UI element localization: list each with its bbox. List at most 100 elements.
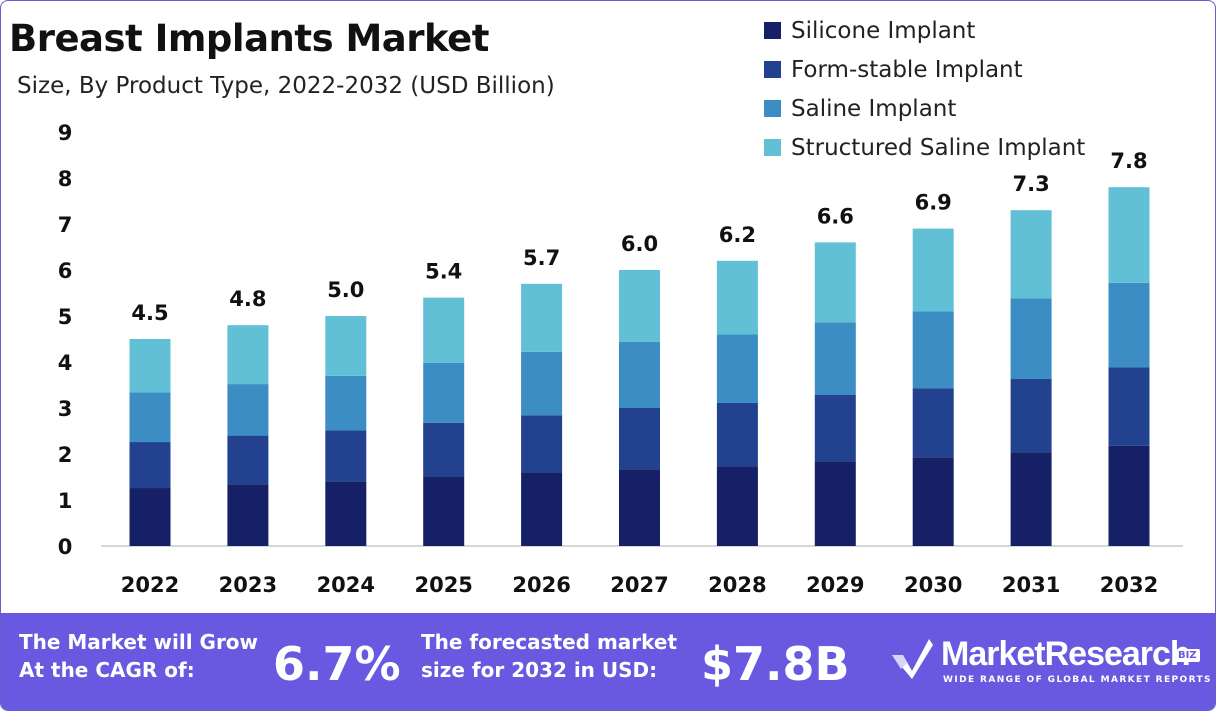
bar-total-label: 6.9 (915, 191, 952, 215)
bar-segment-saline-implant (227, 384, 269, 436)
bar-segment-saline-implant (912, 311, 954, 389)
x-tick-label: 2022 (121, 573, 179, 597)
bar-segment-saline-implant (521, 351, 563, 416)
bar-segment-structured-saline-implant (325, 316, 367, 376)
cagr-label-line1: The Market will Grow (19, 630, 259, 654)
brand-tagline: WIDE RANGE OF GLOBAL MARKET REPORTS (943, 675, 1212, 685)
bar-segment-silicone-implant (1010, 452, 1052, 546)
bar-total-label: 5.0 (327, 278, 364, 302)
bar-segment-saline-implant (1010, 298, 1052, 380)
bar-segment-structured-saline-implant (1108, 187, 1150, 283)
bar-total-label: 4.8 (229, 287, 266, 311)
bar-segment-structured-saline-implant (716, 260, 758, 335)
forecast-value: $7.8B (701, 637, 850, 691)
bar-segment-silicone-implant (716, 466, 758, 546)
bar-segment-silicone-implant (814, 461, 856, 546)
bar-segment-saline-implant (814, 322, 856, 395)
x-tick-label: 2023 (219, 573, 277, 597)
bar-segment-form-stable-implant (325, 430, 367, 482)
bar-total-label: 7.3 (1012, 172, 1049, 196)
bar-segment-structured-saline-implant (814, 242, 856, 323)
cagr-label: The Market will Grow At the CAGR of: (19, 628, 258, 684)
legend-item: Form-stable Implant (764, 50, 1085, 89)
bar-segment-saline-implant (619, 341, 660, 408)
y-tick-label: 1 (58, 489, 73, 513)
legend-item: Silicone Implant (764, 11, 1085, 50)
y-tick-label: 9 (58, 121, 73, 145)
y-tick-label: 7 (58, 213, 73, 237)
footer-banner: The Market will Grow At the CAGR of: 6.7… (1, 613, 1215, 710)
bar-segment-structured-saline-implant (912, 228, 954, 312)
bar-segment-saline-implant (423, 362, 465, 423)
bar-segment-silicone-implant (1108, 445, 1150, 546)
legend-swatch (764, 22, 781, 39)
brand-logo-icon (892, 639, 933, 679)
bar-total-label: 6.0 (621, 232, 658, 256)
x-tick-label: 2030 (904, 573, 962, 597)
legend: Silicone Implant Form-stable Implant Salin… (764, 11, 1085, 167)
bar-segment-silicone-implant (423, 477, 465, 546)
forecast-label: The forecasted market size for 2032 in U… (421, 628, 677, 684)
bar-segment-structured-saline-implant (227, 325, 269, 385)
y-tick-label: 8 (58, 167, 73, 191)
bar-segment-silicone-implant (912, 457, 954, 546)
bar-total-label: 6.6 (817, 204, 854, 228)
bar-segment-form-stable-implant (1010, 379, 1052, 453)
legend-label: Structured Saline Implant (791, 134, 1086, 161)
bar-segment-silicone-implant (619, 469, 660, 546)
x-tick-label: 2028 (708, 573, 766, 597)
x-tick-label: 2032 (1100, 573, 1158, 597)
bar-segment-form-stable-implant (129, 442, 171, 489)
legend-label: Form-stable Implant (791, 56, 1023, 83)
x-tick-label: 2024 (317, 573, 375, 597)
y-tick-label: 6 (58, 259, 73, 283)
x-tick-label: 2029 (806, 573, 864, 597)
legend-swatch (764, 61, 781, 78)
stacked-bar-chart: 0 1 2 3 4 5 6 7 8 9 4.5 2022 4.8 2023 5.0 2024 5.4 2025 5.… (58, 121, 1183, 597)
y-tick-label: 5 (58, 305, 73, 329)
brand-name: MarketResearch (941, 635, 1191, 673)
bar-segment-form-stable-implant (619, 408, 660, 470)
y-tick-label: 3 (58, 397, 73, 421)
chart-subtitle: Size, By Product Type, 2022-2032 (USD Bi… (17, 73, 555, 99)
bar-segment-saline-implant (325, 375, 367, 431)
y-tick-label: 4 (58, 351, 73, 375)
bar-segment-structured-saline-implant (423, 297, 465, 363)
cagr-label-line2: At the CAGR of: (19, 658, 195, 682)
bar-total-label: 6.2 (719, 223, 756, 247)
bar-segment-form-stable-implant (716, 402, 758, 467)
y-tick-label: 2 (58, 443, 73, 467)
bar-segment-structured-saline-implant (129, 339, 171, 393)
legend-swatch (764, 139, 781, 156)
bar-segment-saline-implant (129, 392, 171, 443)
legend-item: Structured Saline Implant (764, 128, 1085, 167)
legend-item: Saline Implant (764, 89, 1085, 128)
bar-total-label: 5.7 (523, 246, 560, 270)
bar-segment-saline-implant (1108, 282, 1150, 368)
chart-title: Breast Implants Market (9, 17, 489, 60)
bar-total-label: 5.4 (425, 260, 462, 284)
bar-segment-structured-saline-implant (521, 283, 563, 352)
forecast-label-line2: size for 2032 in USD: (421, 658, 658, 682)
bar-segment-silicone-implant (227, 484, 269, 546)
bar-segment-form-stable-implant (1108, 367, 1150, 446)
bar-total-label: 7.8 (1110, 149, 1147, 173)
bar-segment-saline-implant (716, 334, 758, 403)
bar-total-label: 4.5 (131, 301, 168, 325)
brand-suffix: BIZ (1175, 649, 1200, 662)
bar-segment-form-stable-implant (227, 435, 269, 485)
x-tick-label: 2031 (1002, 573, 1060, 597)
bar-segment-silicone-implant (129, 488, 171, 546)
bar-segment-form-stable-implant (521, 415, 563, 473)
forecast-label-line1: The forecasted market (421, 630, 678, 654)
bar-segment-form-stable-implant (814, 394, 856, 462)
bar-segment-silicone-implant (521, 472, 563, 546)
y-tick-label: 0 (58, 535, 73, 559)
bar-segment-structured-saline-implant (1010, 210, 1052, 299)
bar-segment-silicone-implant (325, 481, 367, 546)
bar-segment-structured-saline-implant (619, 270, 660, 342)
legend-swatch (764, 100, 781, 117)
x-tick-label: 2025 (414, 573, 472, 597)
x-tick-label: 2026 (512, 573, 570, 597)
